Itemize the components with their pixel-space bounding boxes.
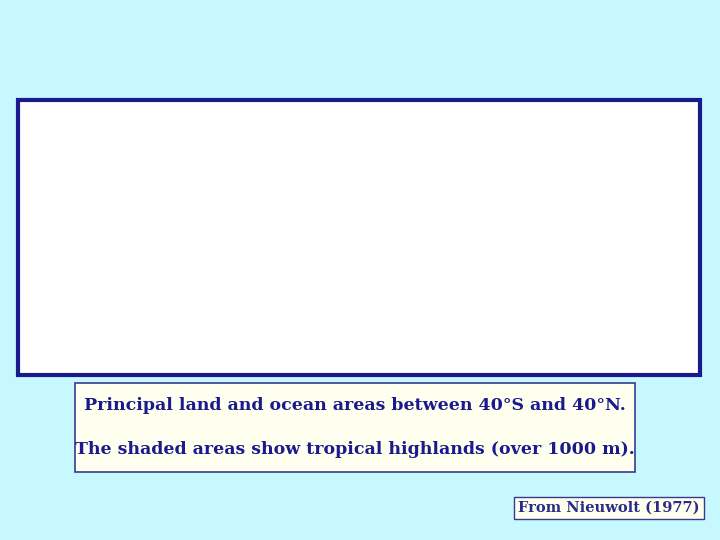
Text: The shaded areas show tropical highlands (over 1000 m).: The shaded areas show tropical highlands… [75, 442, 635, 458]
FancyBboxPatch shape [75, 383, 635, 472]
Text: Principal land and ocean areas between 40°S and 40°N.: Principal land and ocean areas between 4… [84, 396, 626, 414]
Text: From Nieuwolt (1977): From Nieuwolt (1977) [518, 501, 700, 515]
FancyBboxPatch shape [18, 100, 700, 375]
